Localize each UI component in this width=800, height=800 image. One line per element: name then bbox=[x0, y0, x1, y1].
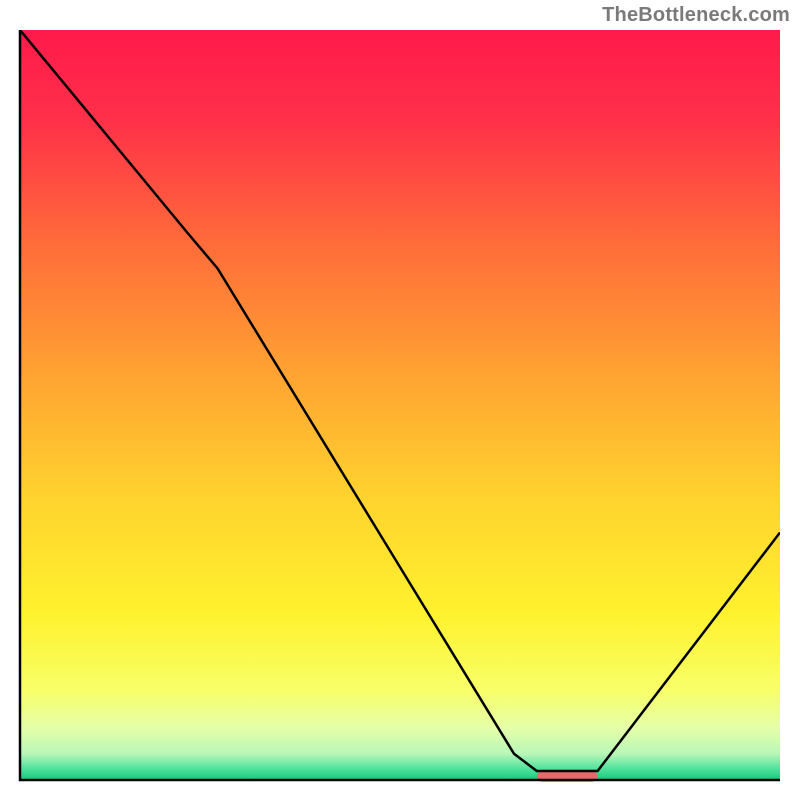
gradient-background bbox=[20, 30, 780, 780]
plot-area bbox=[20, 30, 780, 782]
chart-root: TheBottleneck.com bbox=[0, 0, 800, 800]
watermark-text: TheBottleneck.com bbox=[602, 4, 790, 27]
bottleneck-chart bbox=[0, 0, 800, 800]
